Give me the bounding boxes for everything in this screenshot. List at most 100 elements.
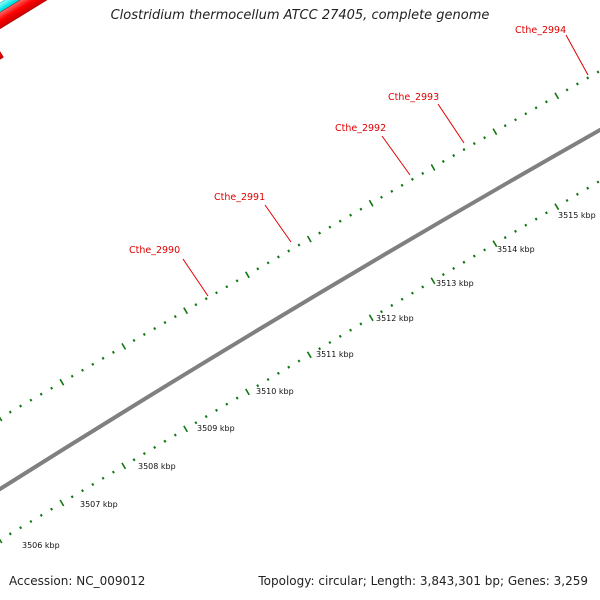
minor-tick xyxy=(359,322,363,326)
tick-label: 3513 kbp xyxy=(436,279,474,288)
minor-tick xyxy=(215,408,218,412)
gene-label-cthe-2994[interactable]: Cthe_2994 xyxy=(515,25,566,36)
genome-backbone xyxy=(0,128,600,491)
major-tick xyxy=(0,538,3,544)
tick-label: 3515 kbp xyxy=(558,211,596,220)
feature-ring-cds xyxy=(0,0,119,78)
minor-tick xyxy=(173,315,177,319)
major-tick xyxy=(0,416,3,422)
minor-tick xyxy=(524,223,528,227)
cds-feature[interactable] xyxy=(0,46,4,78)
gene-label-cthe-2993[interactable]: Cthe_2993 xyxy=(388,92,439,103)
minor-tick xyxy=(163,439,167,443)
major-tick xyxy=(492,240,498,248)
minor-tick xyxy=(297,359,301,363)
minor-tick xyxy=(359,207,363,211)
minor-tick xyxy=(483,136,487,140)
minor-tick xyxy=(91,482,95,486)
minor-tick xyxy=(287,249,291,253)
minor-tick xyxy=(19,404,23,408)
minor-tick xyxy=(575,192,579,196)
genome-summary-text: Topology: circular; Length: 3,843,301 bp… xyxy=(258,574,588,588)
minor-tick xyxy=(544,100,548,104)
minor-tick xyxy=(8,532,12,536)
minor-tick xyxy=(390,189,394,193)
minor-tick xyxy=(586,186,590,190)
minor-tick xyxy=(194,303,198,307)
minor-tick xyxy=(163,321,167,325)
minor-tick xyxy=(575,82,579,86)
minor-tick xyxy=(29,398,33,402)
minor-tick xyxy=(410,291,414,295)
major-tick xyxy=(245,271,250,279)
major-tick xyxy=(368,314,374,322)
minor-tick xyxy=(400,183,404,187)
minor-tick xyxy=(441,159,445,163)
gene-label-cthe-2991[interactable]: Cthe_2991 xyxy=(214,192,265,203)
minor-tick xyxy=(338,219,342,223)
minor-tick xyxy=(225,285,229,289)
minor-tick xyxy=(215,291,218,295)
callout-line xyxy=(437,103,465,144)
feature-ring-outer xyxy=(0,0,100,33)
minor-tick xyxy=(276,371,280,375)
minor-tick xyxy=(462,260,466,264)
major-tick xyxy=(368,199,374,207)
accession-text: Accession: NC_009012 xyxy=(9,574,146,588)
tick-label: 3508 kbp xyxy=(138,462,176,471)
minor-tick xyxy=(380,195,383,199)
minor-tick xyxy=(452,154,456,158)
minor-tick xyxy=(472,254,476,258)
minor-tick xyxy=(349,328,353,332)
major-tick xyxy=(59,499,65,507)
minor-tick xyxy=(19,526,23,530)
minor-tick xyxy=(514,229,517,233)
minor-tick xyxy=(39,392,43,396)
minor-tick xyxy=(266,261,270,265)
gene-callouts xyxy=(182,34,589,297)
tick-label: 3512 kbp xyxy=(376,314,414,323)
major-tick xyxy=(430,164,436,171)
minor-tick xyxy=(318,231,322,235)
minor-tick xyxy=(225,402,229,406)
callout-line xyxy=(182,258,209,297)
minor-tick xyxy=(204,415,208,419)
cyan-feature[interactable] xyxy=(0,0,100,33)
callout-line xyxy=(264,204,292,243)
tick-label: 3514 kbp xyxy=(497,245,535,254)
minor-tick xyxy=(142,452,146,456)
minor-tick xyxy=(235,396,239,400)
minor-tick xyxy=(596,70,600,74)
minor-tick xyxy=(266,377,270,382)
major-tick xyxy=(554,92,560,100)
minor-tick xyxy=(132,458,136,462)
tick-label: 3511 kbp xyxy=(316,350,354,359)
major-tick xyxy=(183,425,189,433)
tick-label: 3507 kbp xyxy=(80,500,118,509)
minor-tick xyxy=(410,177,414,181)
minor-tick xyxy=(70,374,74,378)
minor-tick xyxy=(81,368,84,372)
minor-tick xyxy=(132,338,136,342)
callout-line xyxy=(565,34,589,76)
map-title: Clostridium thermocellum ATCC 27405, com… xyxy=(110,8,490,23)
minor-tick xyxy=(534,106,538,110)
minor-tick xyxy=(462,148,466,152)
minor-tick xyxy=(50,386,54,390)
major-tick xyxy=(245,388,250,396)
cds-feature[interactable] xyxy=(0,0,119,32)
minor-tick xyxy=(544,211,548,215)
scale-labels: 3506 kbp 3507 kbp 3508 kbp 3509 kbp 3510… xyxy=(22,211,596,550)
minor-tick xyxy=(39,513,43,517)
gene-labels: Cthe_2990 Cthe_2991 Cthe_2992 Cthe_2993 … xyxy=(129,25,566,256)
major-tick xyxy=(306,351,312,359)
major-tick xyxy=(554,203,560,211)
minor-tick xyxy=(503,124,507,128)
minor-tick xyxy=(287,365,291,369)
minor-tick xyxy=(194,421,198,425)
gene-label-cthe-2990[interactable]: Cthe_2990 xyxy=(129,245,180,256)
minor-tick xyxy=(338,334,342,338)
minor-tick xyxy=(29,519,33,524)
gene-label-cthe-2992[interactable]: Cthe_2992 xyxy=(335,123,386,134)
